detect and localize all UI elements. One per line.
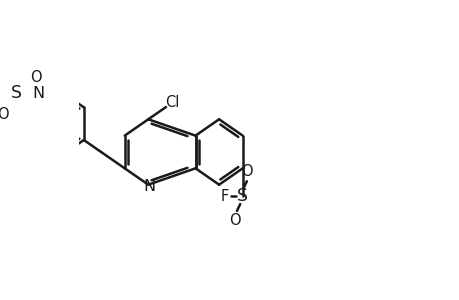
Text: Cl: Cl	[165, 95, 179, 110]
Text: O: O	[241, 164, 252, 179]
Text: O: O	[228, 213, 240, 228]
Text: F: F	[220, 189, 228, 204]
Text: O: O	[30, 70, 41, 85]
Text: N: N	[143, 179, 155, 194]
Text: S: S	[237, 187, 248, 205]
Text: N: N	[32, 86, 44, 101]
Text: O: O	[0, 107, 8, 122]
Text: S: S	[11, 84, 22, 102]
